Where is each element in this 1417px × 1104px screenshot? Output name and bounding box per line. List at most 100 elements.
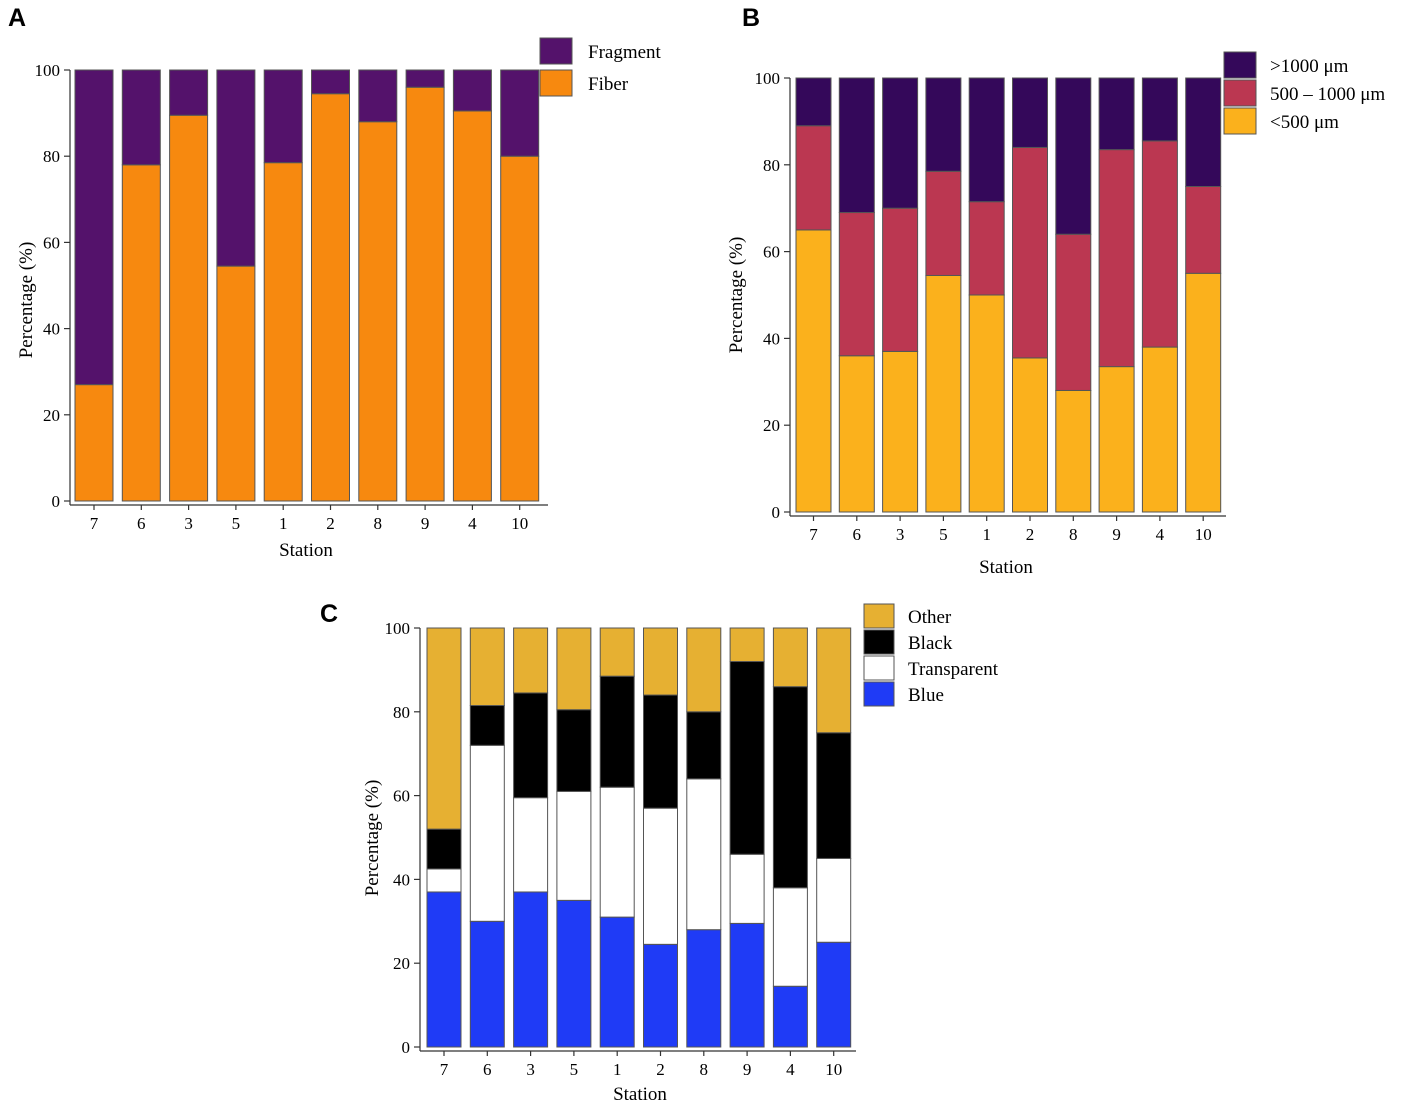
bar-b--500-m-station-10 bbox=[1185, 272, 1222, 513]
bar-c-black-station-8 bbox=[686, 711, 722, 780]
y-tick-label: 40 bbox=[763, 329, 780, 348]
bar-c-transparent-station-2 bbox=[643, 807, 678, 945]
y-tick-label: 40 bbox=[43, 320, 60, 339]
bar-a-fiber-station-10 bbox=[500, 155, 540, 502]
bar-b--500-m-station-3 bbox=[882, 350, 919, 513]
bar-b--500-m-station-9 bbox=[1098, 366, 1135, 513]
y-tick-label: 0 bbox=[772, 503, 781, 522]
x-tick-label: 6 bbox=[483, 1060, 492, 1079]
y-axis-title: Percentage (%) bbox=[362, 780, 383, 897]
bar-b--1000-m-station-10 bbox=[1185, 77, 1222, 187]
bar-c-transparent-station-8 bbox=[686, 778, 722, 931]
bar-c-blue-station-7 bbox=[426, 891, 462, 1048]
bar-a-fragment-station-7 bbox=[74, 69, 114, 386]
bar-c-transparent-station-6 bbox=[469, 744, 505, 922]
bar-b--1000-m-station-5 bbox=[925, 77, 962, 172]
legend-swatch bbox=[1223, 79, 1257, 107]
y-tick-label: 100 bbox=[385, 619, 411, 638]
x-axis-title: Station bbox=[279, 540, 333, 561]
y-tick-label: 60 bbox=[763, 243, 780, 262]
bar-b--500-m-station-5 bbox=[925, 274, 962, 513]
bar-c-blue-station-3 bbox=[513, 891, 549, 1048]
bar-c-other-station-1 bbox=[599, 627, 635, 677]
bar-c-black-station-1 bbox=[599, 675, 635, 788]
bar-c-blue-station-4 bbox=[772, 985, 808, 1048]
y-tick-label: 100 bbox=[35, 61, 61, 80]
bar-a-fiber-station-2 bbox=[311, 93, 350, 502]
x-tick-label: 9 bbox=[1112, 525, 1121, 544]
bar-a-fragment-station-10 bbox=[500, 69, 540, 157]
y-tick-label: 20 bbox=[763, 416, 780, 435]
legend-label: <500 μm bbox=[1270, 112, 1339, 133]
bar-c-other-station-10 bbox=[816, 627, 852, 734]
legend-label: >1000 μm bbox=[1270, 56, 1349, 77]
x-tick-label: 1 bbox=[613, 1060, 622, 1079]
bar-c-other-station-4 bbox=[772, 627, 808, 688]
bar-c-blue-station-6 bbox=[469, 920, 505, 1048]
y-tick-label: 80 bbox=[763, 156, 780, 175]
bar-c-black-station-10 bbox=[816, 732, 852, 859]
x-tick-label: 9 bbox=[421, 514, 430, 533]
y-tick-label: 100 bbox=[755, 69, 781, 88]
bar-a-fragment-station-6 bbox=[121, 69, 161, 166]
bar-b--500-m-station-1 bbox=[968, 294, 1005, 513]
bar-b-500-1000-m-station-10 bbox=[1185, 186, 1222, 274]
panel-letter-b: B bbox=[742, 4, 760, 32]
bar-c-blue-station-5 bbox=[556, 899, 592, 1048]
bar-a-fragment-station-2 bbox=[311, 69, 350, 95]
panel-letter-c: C bbox=[320, 600, 338, 628]
legend-label: Fragment bbox=[588, 42, 662, 63]
x-tick-label: 4 bbox=[468, 514, 477, 533]
bar-c-transparent-station-5 bbox=[556, 790, 592, 901]
y-tick-label: 0 bbox=[52, 492, 61, 511]
y-tick-label: 80 bbox=[43, 147, 60, 166]
bar-c-other-station-5 bbox=[556, 627, 592, 711]
x-tick-label: 1 bbox=[279, 514, 288, 533]
bar-c-transparent-station-1 bbox=[599, 786, 635, 918]
bar-a-fiber-station-5 bbox=[216, 265, 256, 502]
x-tick-label: 6 bbox=[853, 525, 862, 544]
bar-c-blue-station-9 bbox=[729, 922, 765, 1048]
legend-swatch bbox=[863, 603, 895, 629]
y-tick-label: 0 bbox=[402, 1038, 411, 1057]
legend-swatch bbox=[863, 629, 895, 655]
y-tick-label: 20 bbox=[393, 954, 410, 973]
bar-b--500-m-station-4 bbox=[1141, 346, 1178, 513]
bar-b--1000-m-station-8 bbox=[1055, 77, 1092, 235]
y-tick-label: 60 bbox=[43, 233, 60, 252]
x-tick-label: 2 bbox=[1026, 525, 1035, 544]
bar-a-fiber-station-8 bbox=[358, 121, 398, 502]
bar-a-fragment-station-3 bbox=[169, 69, 209, 116]
x-tick-label: 4 bbox=[786, 1060, 795, 1079]
legend-label: 500 – 1000 μm bbox=[1270, 84, 1385, 105]
bar-c-transparent-station-4 bbox=[772, 887, 808, 987]
x-tick-label: 1 bbox=[982, 525, 991, 544]
x-axis-title: Station bbox=[979, 557, 1033, 578]
x-tick-label: 4 bbox=[1156, 525, 1165, 544]
bar-b--500-m-station-6 bbox=[838, 355, 875, 513]
x-tick-label: 7 bbox=[809, 525, 818, 544]
legend-swatch bbox=[539, 37, 573, 65]
bar-a-fragment-station-1 bbox=[263, 69, 303, 164]
legend-label: Black bbox=[908, 633, 953, 654]
bar-c-other-station-6 bbox=[469, 627, 505, 707]
bar-a-fiber-station-6 bbox=[121, 164, 161, 502]
bar-c-blue-station-1 bbox=[599, 916, 635, 1048]
x-tick-label: 3 bbox=[896, 525, 905, 544]
bar-b-500-1000-m-station-3 bbox=[882, 207, 919, 352]
legend-swatch bbox=[539, 69, 573, 97]
bar-a-fragment-station-5 bbox=[216, 69, 256, 267]
x-tick-label: 9 bbox=[743, 1060, 752, 1079]
bar-c-other-station-2 bbox=[643, 627, 678, 696]
bar-b--1000-m-station-2 bbox=[1012, 77, 1048, 148]
y-axis-title: Percentage (%) bbox=[726, 237, 747, 354]
bar-c-other-station-7 bbox=[426, 627, 462, 830]
bar-a-fiber-station-4 bbox=[452, 110, 492, 502]
y-tick-label: 20 bbox=[43, 406, 60, 425]
legend-label: Transparent bbox=[908, 659, 999, 680]
bar-a-fiber-station-9 bbox=[405, 86, 445, 502]
legend-swatch bbox=[863, 681, 895, 707]
